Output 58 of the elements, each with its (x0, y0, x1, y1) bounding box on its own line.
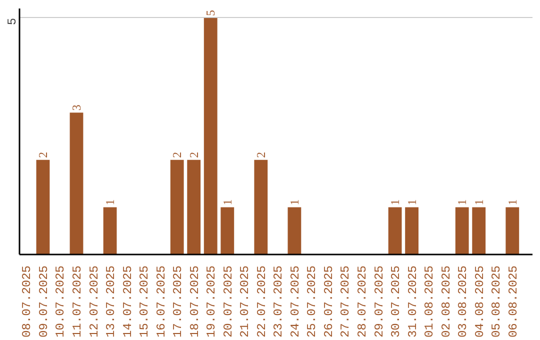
x-tick-label: 04.08.2025 (472, 265, 487, 338)
bar (472, 207, 486, 254)
bar (103, 207, 117, 254)
x-tick-label: 06.08.2025 (506, 265, 520, 338)
x-tick-label: 15.07.2025 (138, 265, 152, 338)
bar (455, 207, 469, 254)
x-tick-label: 24.07.2025 (288, 265, 302, 338)
data-label: 1 (103, 199, 118, 206)
x-tick-label: 12.07.2025 (87, 265, 102, 338)
x-tick-label: 21.07.2025 (238, 265, 252, 338)
x-tick-label: 11.07.2025 (70, 265, 84, 338)
x-tick-label: 29.07.2025 (372, 265, 386, 338)
x-tick-label: 20.07.2025 (221, 265, 236, 338)
bar (405, 207, 418, 254)
bar (170, 160, 184, 254)
data-label: 3 (70, 104, 84, 111)
data-label: 2 (186, 152, 201, 158)
bar (288, 207, 302, 254)
x-tick-label: 27.07.2025 (338, 265, 353, 338)
x-tick-label: 16.07.2025 (154, 265, 168, 338)
x-tick-label: 08.07.2025 (20, 265, 34, 338)
bar (220, 207, 234, 254)
data-label: 1 (472, 199, 486, 206)
data-label: 1 (505, 199, 520, 206)
x-tick-label: 03.08.2025 (456, 265, 470, 338)
x-tick-label: 26.07.2025 (322, 265, 336, 338)
data-label: 1 (404, 199, 419, 206)
x-tick-label: 09.07.2025 (36, 265, 51, 338)
x-tick-label: 25.07.2025 (305, 265, 320, 338)
bar (254, 160, 268, 254)
x-tick-label: 30.07.2025 (389, 265, 404, 338)
x-tick-label: 22.07.2025 (254, 265, 269, 338)
x-tick-label: 23.07.2025 (272, 265, 286, 338)
x-tick-label: 18.07.2025 (188, 265, 202, 338)
data-label: 2 (170, 152, 184, 158)
bar (36, 160, 50, 254)
x-tick-label: 17.07.2025 (171, 265, 186, 338)
data-label: 5 (204, 10, 218, 16)
x-tick-label: 01.08.2025 (422, 265, 437, 338)
x-tick-label: 31.07.2025 (406, 265, 420, 338)
data-label: 1 (388, 199, 402, 206)
bar (388, 207, 402, 254)
data-label: 2 (254, 152, 268, 158)
bar (506, 207, 520, 254)
x-tick-label: 02.08.2025 (439, 265, 454, 338)
x-tick-label: 10.07.2025 (54, 265, 68, 338)
x-tick-label: 28.07.2025 (356, 265, 370, 338)
x-tick-label: 05.08.2025 (490, 265, 504, 338)
data-label: 1 (287, 199, 302, 206)
bar (70, 112, 84, 254)
data-label: 1 (455, 199, 470, 206)
x-tick-label: 13.07.2025 (104, 265, 118, 338)
data-label: 2 (36, 152, 50, 158)
bar (204, 18, 218, 254)
x-tick-label: 14.07.2025 (120, 265, 135, 338)
data-label: 1 (220, 199, 234, 206)
x-tick-label: 19.07.2025 (204, 265, 219, 338)
bar (187, 160, 201, 254)
